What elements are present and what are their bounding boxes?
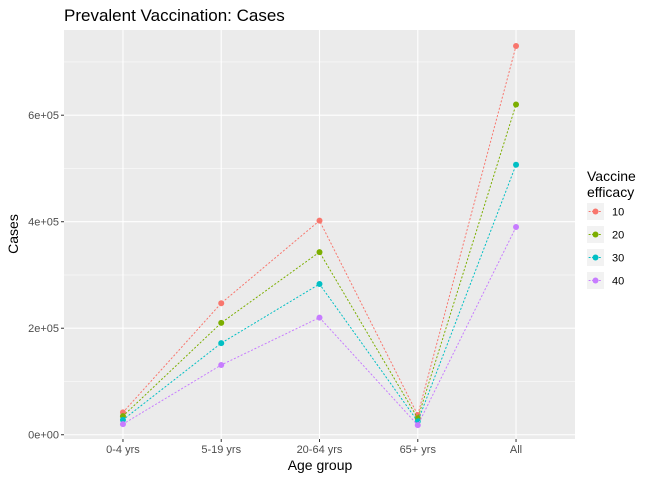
legend-key-point [592,231,599,238]
x-tick-label: 0-4 yrs [106,444,140,456]
legend-label: 30 [612,253,624,265]
data-point [316,217,323,224]
y-tick-label: 6e+05 [28,110,59,122]
x-tick-label: All [510,444,522,456]
series-line [122,104,517,420]
legend-key-40: 40 [587,272,624,289]
data-point [513,42,520,49]
legend-key-30: 30 [587,249,624,266]
legend-label: 10 [612,207,624,219]
legend-label: 20 [612,230,624,242]
legend-key-point [592,254,599,261]
series-40 [119,224,520,429]
data-point [316,314,323,321]
data-point [513,101,520,108]
data-point [513,224,520,231]
data-point [218,340,225,347]
data-point [218,300,225,307]
x-tick-label: 65+ yrs [400,444,437,456]
data-point [119,421,126,428]
data-point [218,361,225,368]
major-grid [64,30,575,439]
legend-title-line-1: Vaccine [587,168,636,184]
legend-key-point [592,277,599,284]
y-tick-label: 0e+00 [28,430,59,442]
x-tick-label: 20-64 yrs [297,444,343,456]
x-axis: 0-4 yrs 5-19 yrs 20-64 yrs 65+ yrs All [106,439,522,456]
legend-key-10: 10 [587,203,624,220]
data-point [414,422,421,429]
series-layer [119,42,520,429]
data-point [316,249,323,256]
y-tick-label: 4e+05 [28,217,59,229]
data-point [119,416,126,423]
x-axis-title: Age group [288,457,353,473]
legend-title-line-2: efficacy [587,184,634,200]
y-axis: 0e+00 2e+05 4e+05 6e+05 [28,110,64,442]
legend: Vaccine efficacy 10 20 30 40 [587,168,636,289]
legend-keys: 10 20 30 40 [587,203,624,289]
legend-label: 40 [612,276,624,288]
data-point [316,281,323,288]
data-point [218,319,225,326]
chart-title: Prevalent Vaccination: Cases [64,6,285,25]
y-axis-title: Cases [5,214,21,254]
legend-key-20: 20 [587,226,624,243]
x-tick-label: 5-19 yrs [201,444,241,456]
legend-key-point [592,208,599,215]
y-tick-label: 2e+05 [28,323,59,335]
data-point [513,161,520,168]
